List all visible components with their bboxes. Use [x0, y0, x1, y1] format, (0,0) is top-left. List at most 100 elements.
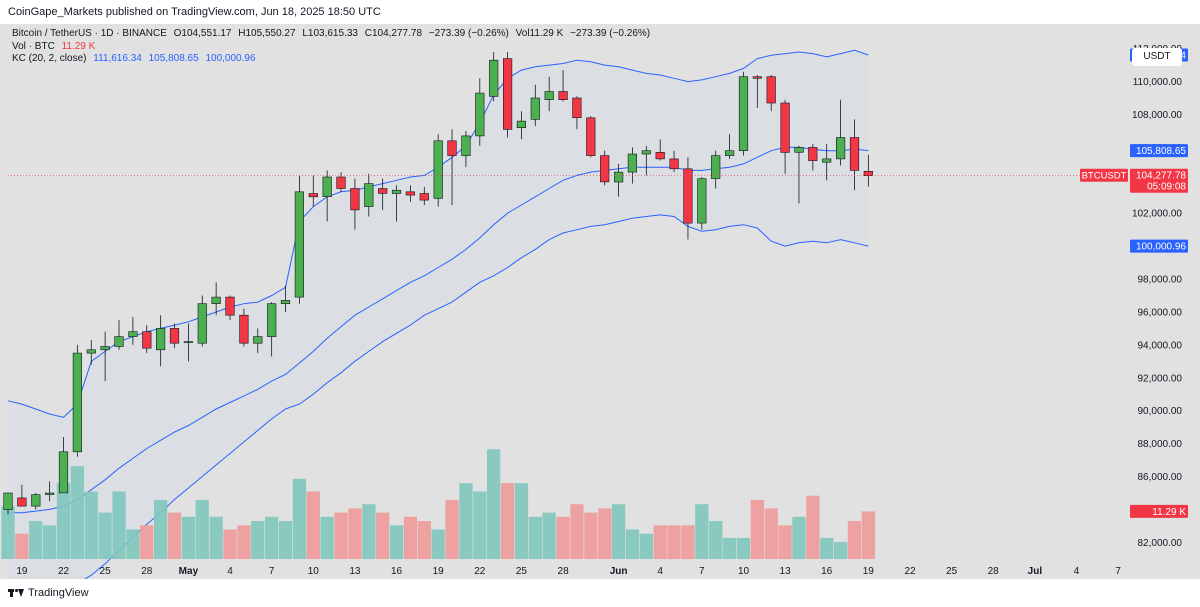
volume-tag-text: 11.29 K [1152, 507, 1186, 518]
volume-bar [181, 516, 196, 559]
y-tick-label: 88,000.00 [1138, 439, 1183, 450]
volume-bar [473, 491, 487, 559]
candle [86, 339, 96, 365]
x-tick-label: 7 [699, 566, 705, 577]
volume-bar [681, 525, 695, 560]
kc-mid-tag-text: 105,808.65 [1136, 146, 1186, 157]
legend-low: L103,615.33 [302, 28, 358, 39]
price-chart[interactable]: 82,000.0084,000.0086,000.0088,000.0090,0… [0, 24, 1200, 579]
x-tick-label: Jul [1028, 566, 1043, 577]
volume-bar [403, 516, 418, 559]
x-tick-label: Jun [610, 566, 628, 577]
volume-bar [98, 512, 112, 559]
x-tick-label: 10 [738, 566, 750, 577]
volume-bar [695, 504, 709, 559]
candle [572, 96, 582, 130]
volume-bar [306, 491, 320, 559]
candle [558, 70, 568, 102]
legend-vol-label: Vol [515, 28, 530, 39]
candle [738, 71, 749, 156]
publish-bar: CoinGape_Markets published on TradingVie… [0, 0, 1200, 24]
legend-high: H105,550.27 [238, 28, 296, 39]
candle-body [86, 349, 96, 354]
candle [350, 178, 360, 230]
footer: TradingView [0, 581, 1200, 607]
candle [31, 492, 41, 510]
last-price-tag-text: 05:09:08 [1147, 182, 1186, 193]
candle [849, 119, 860, 191]
volume-bar [362, 504, 376, 559]
candle [447, 129, 457, 205]
candle-body [544, 91, 554, 100]
candles [3, 51, 873, 515]
tradingview-logo-text: TradingView [28, 587, 89, 599]
currency-button[interactable]: USDT [1132, 48, 1182, 66]
y-tick-label: 90,000.00 [1138, 406, 1183, 417]
x-tick-label: 25 [100, 566, 112, 577]
candle-body [835, 137, 846, 160]
volume-bar [584, 512, 598, 559]
chart-area[interactable]: 82,000.0084,000.0086,000.0088,000.0090,0… [0, 24, 1200, 579]
volume-bar [847, 521, 862, 559]
candle-body [391, 189, 402, 194]
kc-lower-tag-text: 100,000.96 [1136, 242, 1186, 253]
tradingview-logo-icon [8, 588, 24, 598]
x-tick-label: 28 [558, 566, 570, 577]
candle-body [752, 76, 762, 79]
candle-body [794, 147, 804, 153]
kc-mid-tag-bg [1130, 144, 1188, 158]
x-tick-label: 22 [58, 566, 70, 577]
candle-body [627, 153, 637, 173]
candle-body [350, 188, 360, 211]
volume-bar [459, 483, 473, 559]
symbol-tag: BTCUSDT [1080, 168, 1128, 182]
volume-bar [334, 512, 348, 559]
candle-body [433, 140, 443, 199]
tradingview-logo[interactable]: TradingView [8, 587, 89, 599]
volume-bar [709, 521, 723, 559]
candle [530, 84, 540, 127]
candle [72, 344, 82, 457]
candle-body [142, 331, 152, 349]
candle [600, 150, 610, 186]
volume-bar [320, 516, 334, 559]
volume-bar [431, 529, 445, 559]
candle-body [294, 191, 305, 298]
price-axis[interactable]: 82,000.0084,000.0086,000.0088,000.0090,0… [1132, 44, 1182, 549]
volume-bar [1, 506, 15, 559]
symbol-tag-text: BTCUSDT [1082, 171, 1127, 182]
volume-bar [834, 542, 848, 559]
candle-body [308, 193, 318, 198]
y-tick-label: 92,000.00 [1138, 373, 1183, 384]
y-tick-label: 82,000.00 [1138, 538, 1183, 549]
y-tick-label: 86,000.00 [1138, 472, 1183, 483]
candle-body [197, 303, 207, 344]
candle [613, 163, 624, 197]
candle-body [405, 191, 416, 196]
time-axis[interactable]: 19 22 25 28 May 4 7 10 13 16 19 22 25 28 Jun 4 7 10 13 16 19… [16, 566, 1121, 577]
volume-bar [736, 537, 751, 559]
y-tick-label: 110,000.00 [1133, 77, 1183, 88]
candle-body [711, 155, 721, 179]
candle-body [169, 328, 180, 344]
volume-bar [750, 499, 764, 559]
legend-symbol: Bitcoin / TetherUS · 1D · BINANCE [12, 28, 167, 39]
volume-bar [70, 466, 84, 559]
volume-bar [528, 516, 542, 559]
volume-bar [195, 499, 209, 559]
candle [808, 144, 818, 171]
candle [100, 331, 110, 382]
candle [364, 173, 374, 217]
volume-bar [625, 529, 640, 559]
volume-bar [126, 529, 140, 559]
candle-body [44, 492, 55, 495]
candle [142, 325, 152, 354]
volume-bar [237, 525, 251, 560]
candle [669, 150, 679, 173]
y-tick-label: 94,000.00 [1138, 340, 1183, 351]
candle [253, 328, 263, 354]
volume-bar [389, 525, 404, 560]
candle-body [100, 346, 110, 351]
candle [322, 170, 332, 222]
candle-body [600, 155, 610, 183]
